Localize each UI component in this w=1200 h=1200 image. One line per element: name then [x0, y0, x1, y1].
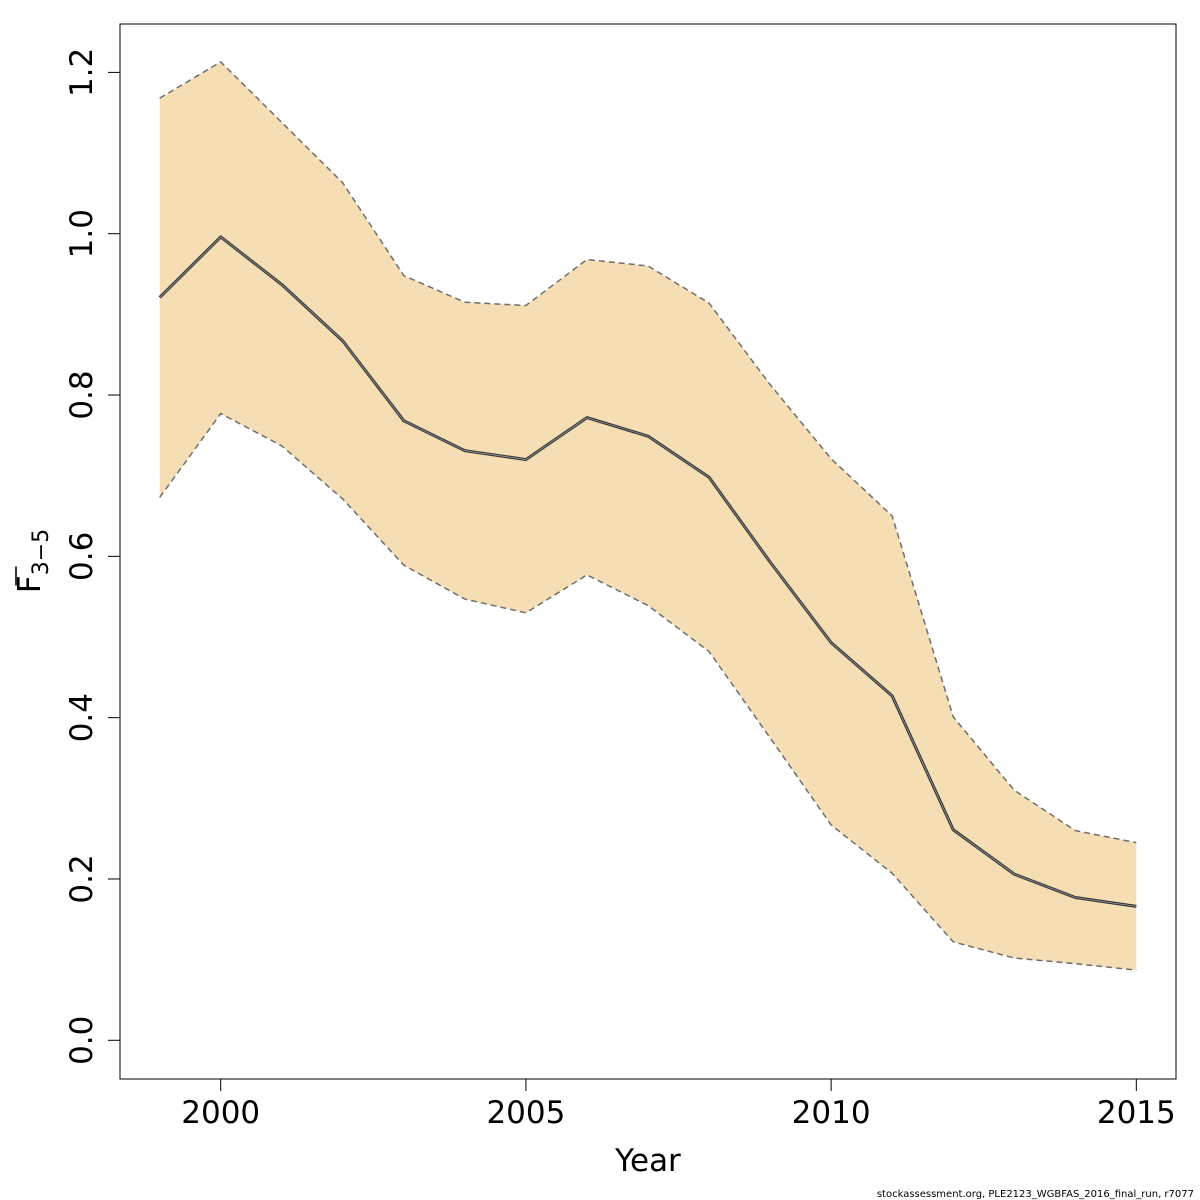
x-tick-label: 2010 — [792, 1095, 871, 1131]
estimate-line-highlight — [159, 236, 1137, 907]
y-axis-label: F3−5 — [12, 529, 54, 593]
x-tick-label: 2000 — [181, 1095, 260, 1131]
plot-frame — [119, 23, 1177, 1080]
upper-bound-line — [159, 60, 1137, 844]
y-axis-label-main: F — [12, 575, 48, 593]
y-tick-label: 1.0 — [64, 209, 100, 258]
y-axis-title: F3−5 — [12, 529, 54, 593]
y-tick-label: 0.8 — [64, 370, 100, 419]
confidence-band-layer — [159, 61, 1137, 971]
x-tick-label: 2005 — [486, 1095, 565, 1131]
x-axis-label: Year — [614, 1143, 681, 1179]
y-tick-label: 0.0 — [64, 1016, 100, 1065]
y-tick-label: 0.2 — [64, 854, 100, 903]
series-layer — [158, 60, 1137, 971]
confidence-band — [159, 61, 1137, 971]
y-tick-label: 1.2 — [64, 48, 100, 97]
footer-caption: stockassessment.org, PLE2123_WGBFAS_2016… — [877, 1189, 1194, 1200]
y-tick-label: 0.6 — [64, 532, 100, 581]
lower-bound-line — [159, 412, 1137, 971]
y-tick-label: 0.4 — [64, 693, 100, 742]
y-axis-label-subscript: 3−5 — [29, 529, 54, 575]
x-tick-label: 2015 — [1097, 1095, 1176, 1131]
x-axis-title: Year — [614, 1143, 681, 1179]
axes-layer: 2000 2005 2010 2015 0.0 0.2 0.4 0.6 0.8 1.0 1.2 — [64, 23, 1177, 1131]
